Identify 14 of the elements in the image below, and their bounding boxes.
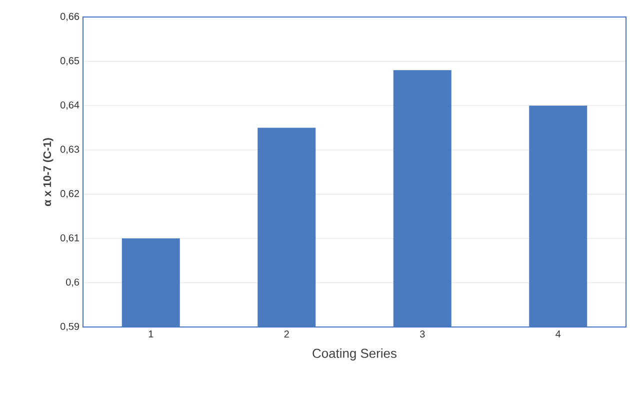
y-tick-label: 0,61: [60, 234, 79, 243]
y-tick-label: 0,65: [60, 57, 80, 66]
x-tick-label: 2: [284, 330, 289, 338]
x-axis-title: Coating Series: [312, 348, 396, 360]
x-tick-label: 1: [148, 330, 154, 338]
y-tick-label: 0,63: [60, 146, 80, 154]
y-tick-label: 0,64: [60, 101, 80, 110]
x-tick-label: 4: [556, 330, 561, 338]
y-tick-label: 0,62: [60, 190, 79, 198]
x-tick-label: 3: [420, 330, 425, 338]
y-tick-label: 0,6: [66, 278, 80, 287]
y-tick-label: 0,66: [60, 12, 80, 22]
y-axis-title: α x 10-7 (C-1): [43, 138, 54, 206]
y-tick-label: 0,59: [60, 322, 80, 332]
